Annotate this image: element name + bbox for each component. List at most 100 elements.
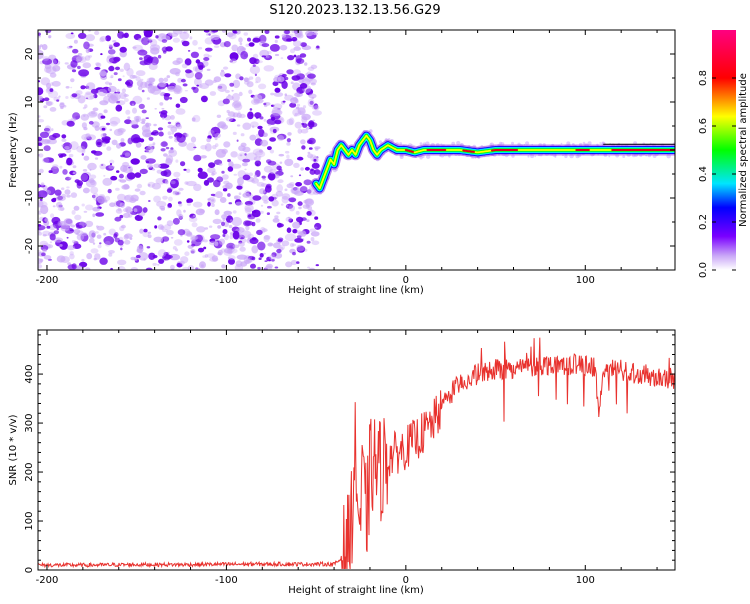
noise-blob (284, 188, 288, 192)
noise-blob (46, 186, 56, 196)
noise-blob (80, 173, 90, 182)
noise-blob (314, 216, 319, 220)
noise-blob (304, 166, 310, 171)
noise-blob (125, 206, 132, 214)
noise-blob (248, 172, 254, 177)
noise-blob (129, 197, 137, 203)
noise-blob (274, 266, 279, 269)
noise-blob (291, 36, 298, 42)
noise-blob (294, 112, 299, 116)
noise-blob (191, 117, 196, 122)
noise-blob (219, 238, 225, 245)
noise-blob (54, 189, 62, 196)
noise-blob (126, 172, 136, 180)
noise-blob (154, 108, 157, 110)
noise-blob (160, 141, 168, 147)
noise-blob (168, 196, 173, 202)
noise-blob (97, 244, 102, 249)
noise-blob (208, 225, 213, 228)
noise-blob (299, 83, 308, 89)
noise-blob (103, 232, 107, 236)
noise-blob (278, 153, 285, 157)
noise-blob (124, 152, 131, 157)
noise-blob (270, 104, 275, 108)
noise-blob (285, 261, 293, 268)
noise-blob (310, 231, 320, 237)
noise-blob (59, 244, 63, 247)
noise-blob (147, 38, 153, 42)
noise-blob (124, 239, 131, 245)
noise-blob (221, 214, 228, 220)
noise-blob (122, 165, 133, 174)
noise-blob (94, 30, 100, 36)
noise-blob (84, 55, 91, 61)
noise-blob (210, 34, 220, 40)
noise-blob (239, 154, 243, 157)
noise-blob (76, 182, 83, 189)
noise-blob (217, 225, 222, 229)
noise-blob (314, 222, 322, 230)
noise-blob (81, 153, 85, 156)
noise-blob (279, 118, 283, 121)
noise-blob (170, 180, 176, 185)
noise-blob (251, 256, 256, 261)
noise-blob (281, 240, 290, 247)
noise-blob (248, 42, 255, 47)
noise-blob (274, 53, 280, 57)
noise-blob (178, 187, 184, 191)
noise-blob (182, 31, 186, 34)
noise-blob (150, 132, 156, 136)
noise-blob (244, 153, 247, 156)
noise-blob (83, 127, 88, 131)
noise-blob (71, 93, 78, 98)
noise-blob (166, 220, 174, 227)
noise-blob (166, 75, 171, 79)
noise-blob (308, 147, 313, 150)
noise-blob (242, 158, 251, 163)
noise-blob (295, 210, 300, 215)
noise-blob (264, 260, 268, 262)
noise-blob (89, 168, 92, 171)
noise-blob (253, 156, 261, 162)
ridge-red-core (491, 149, 519, 152)
noise-blob (123, 212, 131, 219)
noise-blob (80, 141, 88, 150)
noise-blob (286, 118, 294, 126)
noise-blob (187, 202, 191, 206)
noise-blob (230, 219, 233, 222)
noise-blob (60, 153, 67, 157)
noise-blob (256, 60, 263, 64)
noise-blob (312, 110, 322, 116)
noise-blob (236, 139, 239, 142)
noise-blob (73, 39, 78, 44)
noise-blob (285, 203, 294, 209)
noise-blob (213, 45, 220, 48)
noise-blob (108, 48, 115, 55)
noise-blob (265, 55, 270, 59)
noise-blob (279, 161, 283, 164)
noise-blob (160, 110, 168, 115)
noise-blob (211, 30, 219, 33)
noise-blob (139, 57, 143, 61)
noise-blob (251, 125, 255, 129)
noise-blob (84, 104, 88, 109)
noise-blob (135, 254, 141, 259)
noise-blob (302, 105, 307, 109)
noise-blob (113, 128, 123, 136)
noise-blob (280, 57, 284, 59)
noise-blob (291, 30, 298, 34)
noise-blob (80, 173, 89, 181)
noise-blob (94, 125, 100, 131)
noise-blob (261, 43, 270, 48)
noise-blob (206, 137, 211, 143)
noise-blob (289, 242, 295, 248)
noise-blob (300, 139, 306, 145)
noise-blob (239, 42, 243, 45)
noise-blob (296, 245, 306, 253)
noise-blob (272, 81, 279, 87)
noise-blob (224, 73, 232, 78)
noise-blob (209, 238, 216, 243)
noise-blob (186, 168, 191, 173)
noise-blob (236, 254, 248, 260)
ridge-halo-dot (599, 142, 602, 144)
